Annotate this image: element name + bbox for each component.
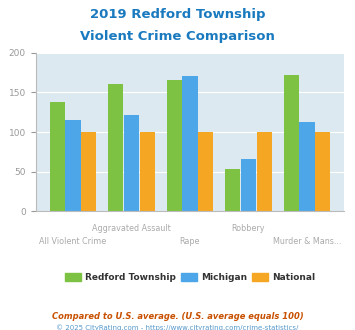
Bar [315,132,330,211]
Bar [284,75,299,211]
Bar [182,76,197,211]
Bar [198,132,213,211]
Bar [225,169,240,211]
Text: Compared to U.S. average. (U.S. average equals 100): Compared to U.S. average. (U.S. average … [51,312,304,321]
Bar [241,159,256,211]
Bar [299,122,315,211]
Bar [108,84,123,211]
Text: Robbery: Robbery [232,224,265,233]
Text: Violent Crime Comparison: Violent Crime Comparison [80,30,275,43]
Text: Murder & Mans...: Murder & Mans... [273,237,341,246]
Bar [50,102,65,211]
Text: All Violent Crime: All Violent Crime [39,237,106,246]
Bar [140,132,155,211]
Text: Aggravated Assault: Aggravated Assault [92,224,171,233]
Text: Rape: Rape [180,237,200,246]
Bar [124,115,139,211]
Bar [257,132,272,211]
Bar [81,132,96,211]
Text: 2019 Redford Township: 2019 Redford Township [90,8,265,21]
Bar [65,120,81,211]
Bar [166,80,182,211]
Text: © 2025 CityRating.com - https://www.cityrating.com/crime-statistics/: © 2025 CityRating.com - https://www.city… [56,324,299,330]
Legend: Redford Township, Michigan, National: Redford Township, Michigan, National [61,270,319,286]
